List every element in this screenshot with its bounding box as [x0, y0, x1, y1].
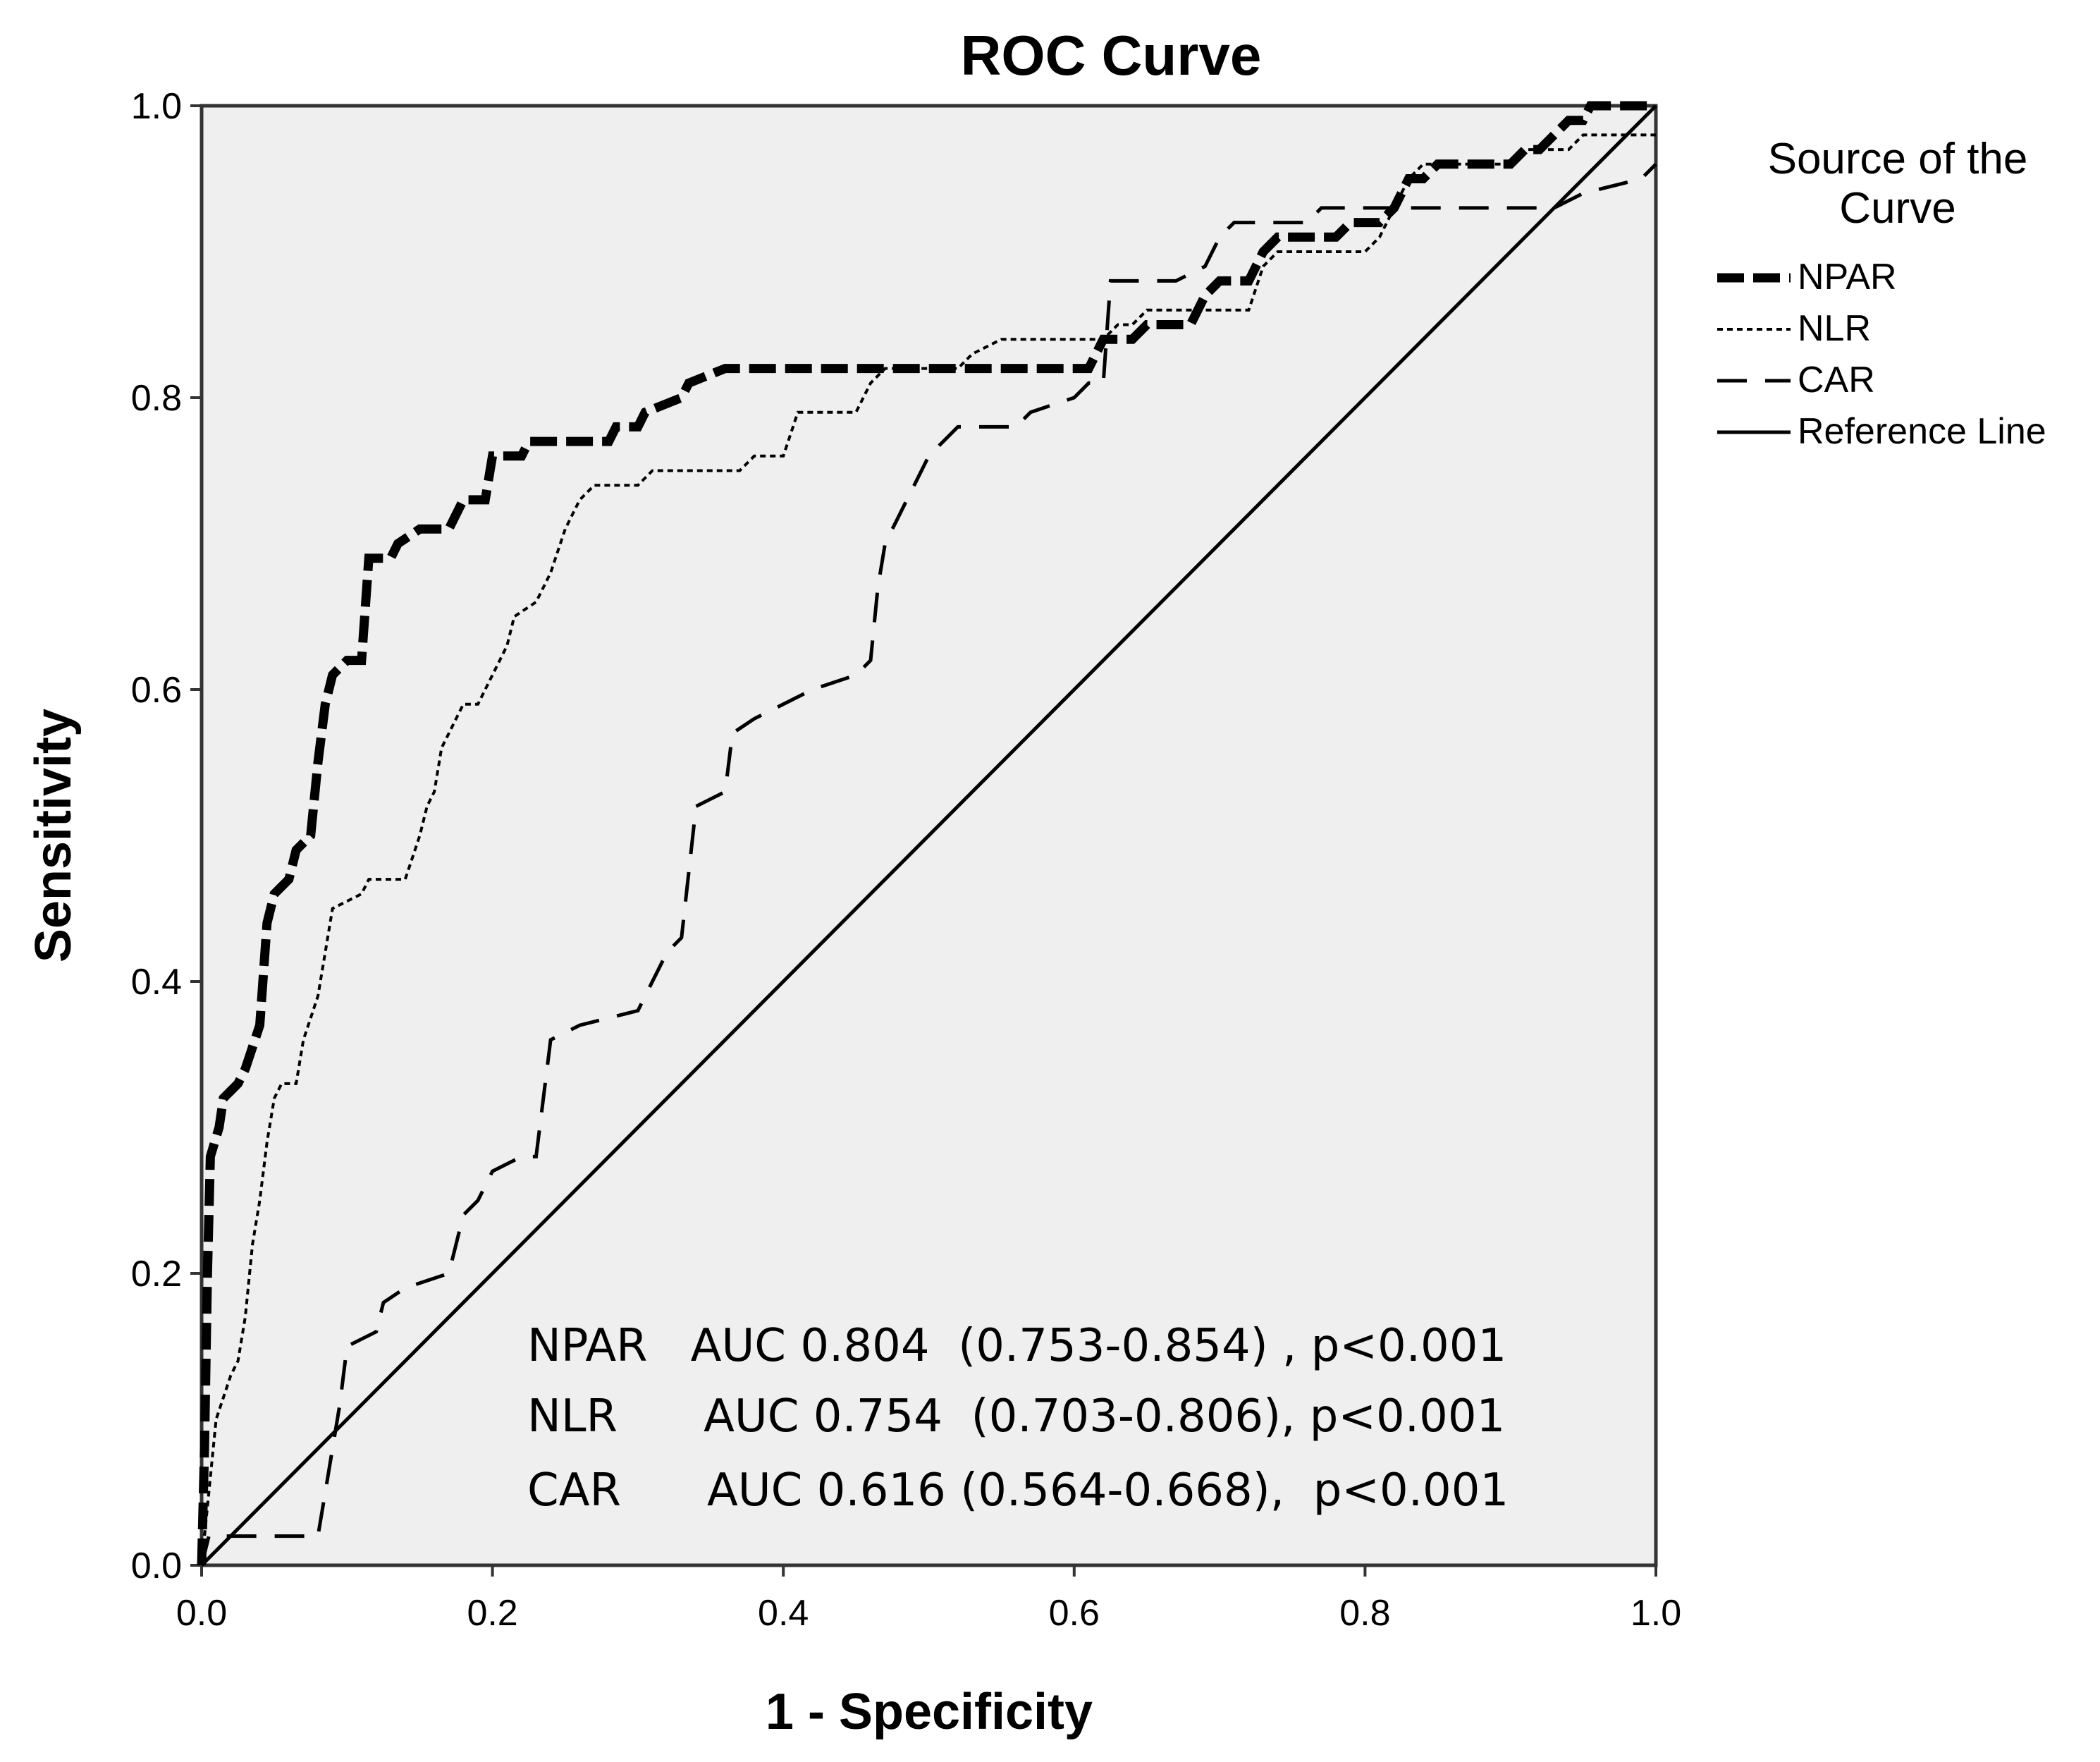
y-axis-label: Sensitivity: [25, 709, 82, 962]
legend-label-npar: NPAR: [1798, 257, 1897, 298]
series-line-car: [199, 163, 1657, 1566]
legend-title-line-1: Source of the: [1768, 135, 2028, 183]
auc-annotation-line: NPAR AUC 0.804 (0.753-0.854) , p<0.001: [527, 1320, 1506, 1372]
x-tick-label: 1.0: [1631, 1593, 1681, 1634]
legend-label-nlr: NLR: [1798, 308, 1871, 349]
legend-title-line-2: Curve: [1839, 184, 1955, 233]
legend-items: NPAR NLR CAR Reference Line: [1717, 257, 2046, 452]
y-tick-label: 0.0: [131, 1546, 182, 1586]
series-line-npar: [197, 101, 1656, 1566]
x-axis-label: 1 - Specificity: [766, 1684, 1093, 1740]
y-tick-label: 1.0: [131, 86, 182, 127]
y-tick-label: 0.6: [131, 670, 182, 711]
auc-annotation-line: NLR AUC 0.754 (0.703-0.806), p<0.001: [527, 1390, 1505, 1443]
y-tick-label: 0.2: [131, 1254, 182, 1295]
y-tick-label: 0.8: [131, 378, 182, 419]
x-tick-label: 0.2: [467, 1593, 517, 1634]
legend-label-car: CAR: [1798, 360, 1875, 400]
legend-label-reference-line: Reference Line: [1798, 411, 2046, 452]
series-layer: [197, 101, 1657, 1567]
x-tick-label: 0.4: [758, 1593, 809, 1634]
x-tick-label: 0.8: [1339, 1593, 1390, 1634]
series-line-reference-line: [200, 104, 1657, 1567]
legend: Source of the Curve NPAR NLR CAR Reference …: [1717, 135, 2046, 452]
y-tick-label: 0.4: [131, 962, 182, 1003]
auc-annotation-line: CAR AUC 0.616 (0.564-0.668), p<0.001: [527, 1464, 1509, 1517]
x-tick-label: 0.6: [1049, 1593, 1100, 1634]
chart-title: ROC Curve: [961, 24, 1262, 87]
axis-ticks-group: 0.0 0.2 0.4 0.6 0.8 1.0 0.0 0.2 0.4 0.6 0.8 1.0: [131, 86, 1681, 1634]
auc-annotations: NPAR AUC 0.804 (0.753-0.854) , p<0.001 NL…: [527, 1320, 1509, 1517]
series-line-nlr: [200, 133, 1656, 1566]
x-tick-label: 0.0: [176, 1593, 227, 1634]
